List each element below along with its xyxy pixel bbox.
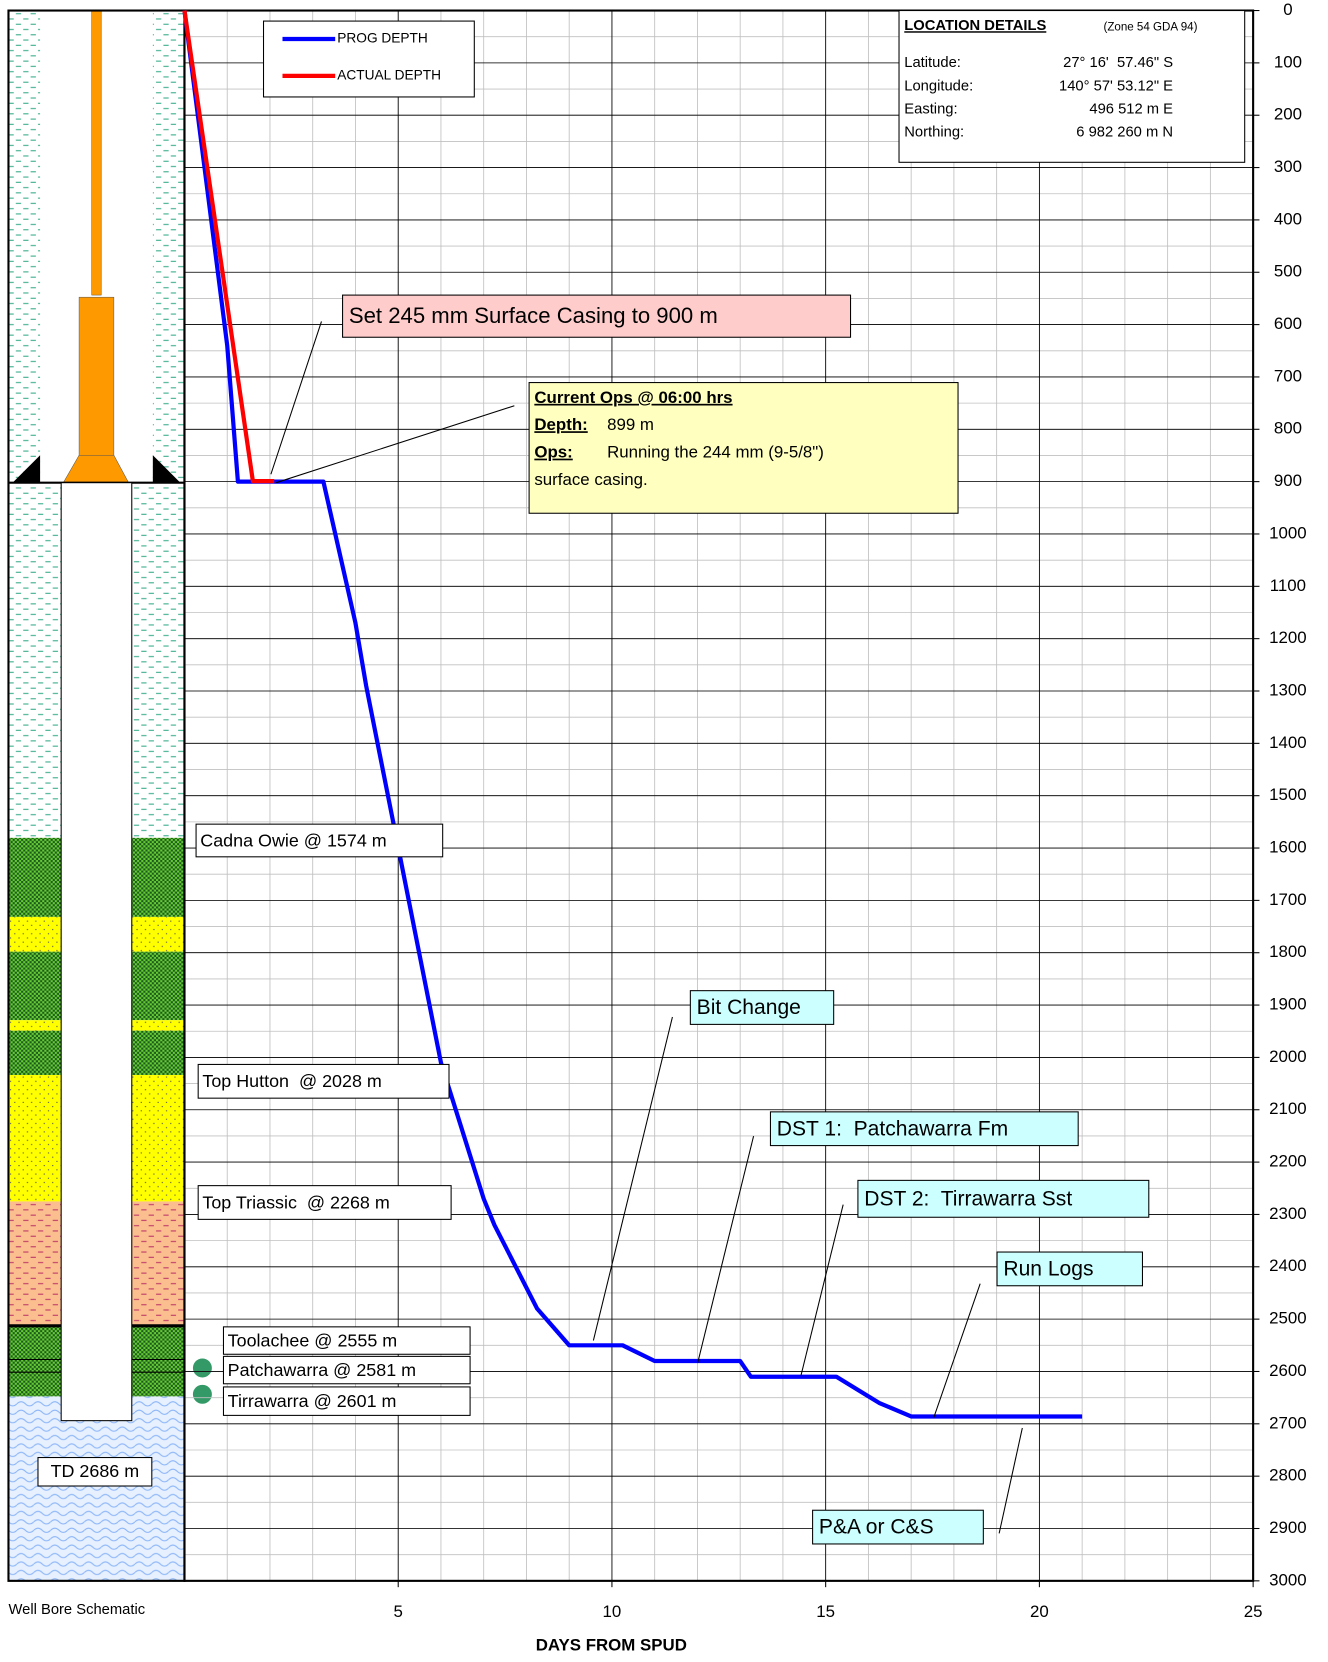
location-key: Northing: [904,125,964,141]
y-tick-label: 2800 [1269,1466,1307,1485]
callout-leader [276,406,514,483]
legend-label: PROG DEPTH [337,31,428,46]
location-key: Latitude: [904,55,961,71]
location-value: 140° 57' 53.12" E [1059,78,1173,94]
y-tick-label: 2200 [1269,1152,1307,1171]
y-tick-label: 800 [1274,419,1302,438]
page: {"chart_data": { "type": "line", "x_labe… [0,0,1328,1662]
formation-label: Top Triassic @ 2268 m [202,1192,389,1212]
x-tick-label: 20 [1030,1602,1049,1621]
callout-leader [999,1428,1022,1533]
y-tick-label: 1900 [1269,995,1307,1014]
callout-text: DST 2: Tirrawarra Sst [864,1187,1072,1210]
y-tick-label: 500 [1274,262,1302,281]
x-tick-label: 10 [603,1602,622,1621]
y-tick-label: 1600 [1269,837,1307,856]
y-tick-label: 600 [1274,314,1302,333]
formation-label: Cadna Owie @ 1574 m [200,830,386,850]
td-label: TD 2686 m [51,1461,140,1481]
location-value: 27° 16' 57.46" S [1063,55,1173,71]
callout-leader [593,1017,672,1341]
y-tick-label: 2500 [1269,1309,1307,1328]
x-axis-label: DAYS FROM SPUD [536,1636,687,1655]
y-tick-label: 1300 [1269,680,1307,699]
y-tick-label: 300 [1274,157,1302,176]
current-ops-depth-label: Depth: [534,415,587,434]
legend-label: ACTUAL DEPTH [337,68,441,83]
y-tick-label: 1100 [1270,576,1306,595]
y-tick-label: 900 [1274,471,1302,490]
current-ops-depth: 899 m [607,415,654,434]
location-key: Longitude: [904,78,973,94]
location-value: 6 982 260 m N [1076,125,1173,141]
chart: 0 100 200 300 400 500 600 700 800 900 1000 1100 1200… [0,0,1328,1662]
y-tick-label: 2900 [1269,1518,1307,1537]
y-tick-label: 700 [1274,366,1302,385]
current-ops-text: surface casing. [534,470,647,489]
x-tick-label: 5 [394,1602,403,1621]
location-key: Easting: [904,101,957,117]
x-tick-label: 15 [816,1602,835,1621]
current-ops-text: Running the 244 mm (9-5/8") [607,443,824,462]
y-tick-label: 2400 [1269,1256,1307,1275]
well-schematic [8,11,211,1581]
x-tick-label: 25 [1244,1602,1263,1621]
formation-label: Toolachee @ 2555 m [228,1330,398,1350]
y-tick-label: 400 [1274,209,1302,228]
y-tick-label: 200 [1274,105,1302,124]
y-tick-label: 2100 [1269,1099,1307,1118]
callout-text: Set 245 mm Surface Casing to 900 m [349,303,718,328]
callout-text: P&A or C&S [819,1516,934,1539]
y-tick-label: 3000 [1269,1570,1307,1589]
y-tick-label: 1800 [1269,942,1307,961]
callout-text: DST 1: Patchawarra Fm [777,1117,1008,1140]
callout-leader [271,321,322,474]
location-value: 496 512 m E [1089,101,1173,117]
formation-label: Tirrawarra @ 2601 m [228,1391,397,1411]
callout-text: Bit Change [697,996,801,1019]
y-tick-label: 2000 [1269,1047,1307,1066]
location-zone: (Zone 54 GDA 94) [1103,21,1197,33]
schematic-label: Well Bore Schematic [8,1602,145,1618]
y-tick-label: 100 [1274,52,1302,71]
formation-label: Patchawarra @ 2581 m [228,1360,416,1380]
callout-text: Run Logs [1003,1258,1093,1281]
formation-label: Top Hutton @ 2028 m [202,1071,381,1091]
location-title: LOCATION DETAILS [904,18,1046,34]
callout-leader [801,1205,843,1376]
y-tick-label: 1500 [1269,785,1307,804]
callout-leader [698,1136,754,1363]
y-tick-label: 2700 [1269,1413,1307,1432]
y-tick-label: 1000 [1269,523,1307,542]
y-tick-label: 1200 [1269,628,1307,647]
y-tick-label: 2300 [1269,1204,1307,1223]
current-ops-label: Ops: [534,443,572,462]
current-ops-title: Current Ops @ 06:00 hrs [534,388,732,407]
y-tick-label: 1700 [1269,890,1307,909]
y-tick-label: 1400 [1269,733,1307,752]
y-tick-label: 0 [1283,0,1292,19]
y-tick-label: 2600 [1269,1361,1307,1380]
